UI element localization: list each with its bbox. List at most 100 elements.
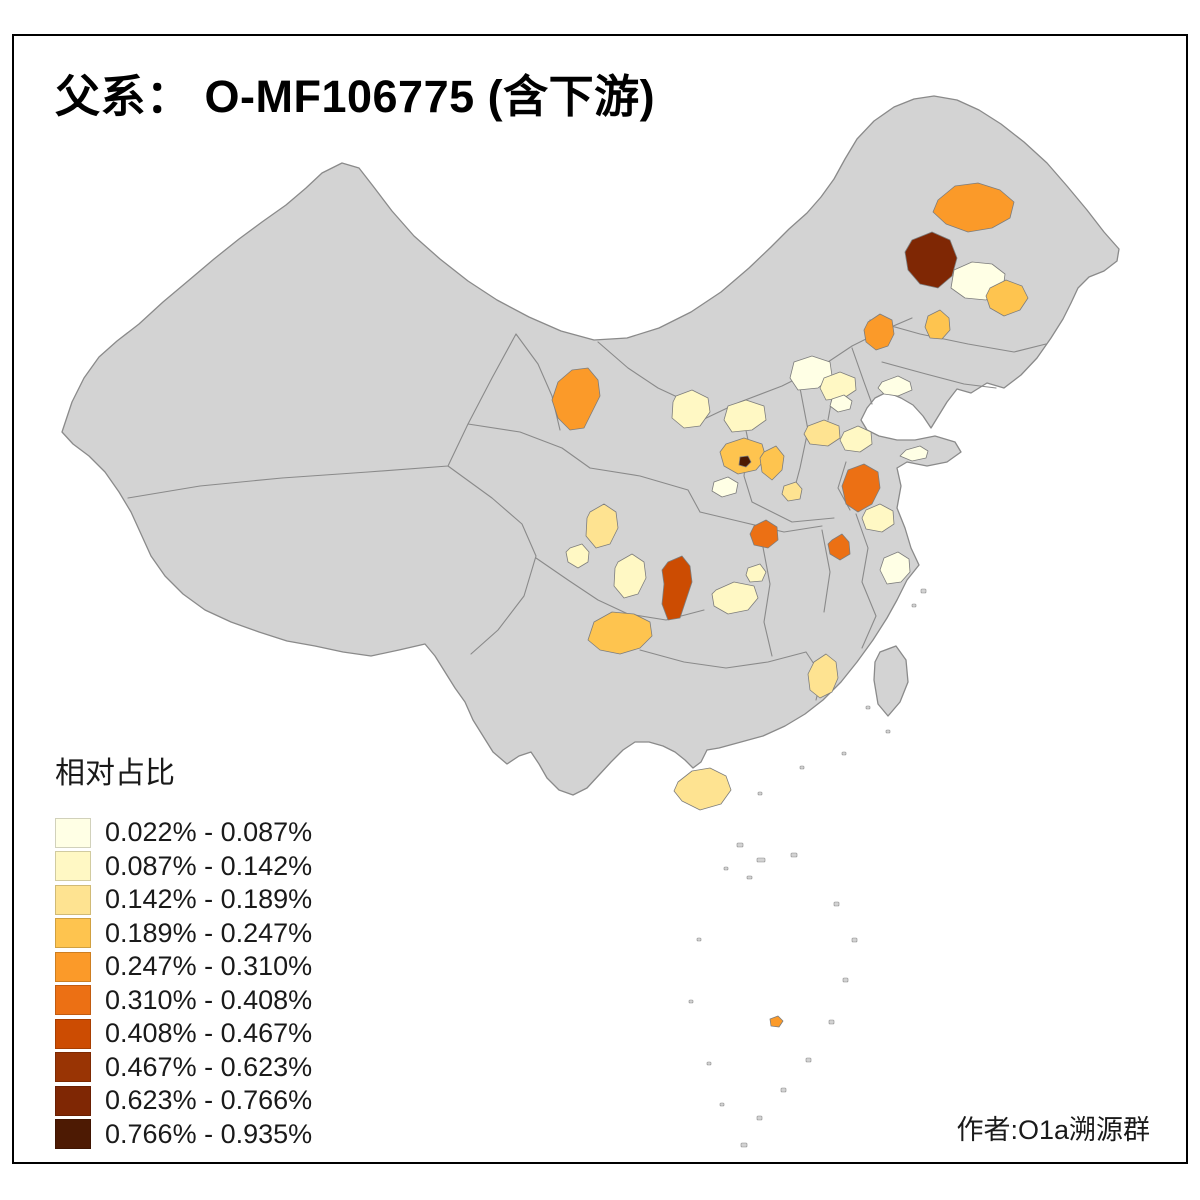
legend-range-label: 0.022% - 0.087% [105, 817, 313, 848]
map-region [711, 581, 759, 615]
legend-item: 0.189% - 0.247% [55, 917, 312, 951]
map-region [551, 367, 601, 431]
legend-items: 0.022% - 0.087% 0.087% - 0.142% 0.142% - 0… [55, 816, 312, 1151]
small-island [865, 705, 871, 710]
map-region [863, 313, 895, 351]
small-island [920, 588, 927, 594]
map-region [899, 445, 929, 462]
legend-item: 0.142% - 0.189% [55, 883, 312, 917]
small-island [723, 866, 729, 871]
legend: 相对占比 0.022% - 0.087% 0.087% - 0.142% 0.142… [55, 748, 312, 1151]
china-mainland [61, 95, 1120, 796]
map-region [759, 445, 785, 481]
map-region [819, 371, 857, 401]
legend-range-label: 0.408% - 0.467% [105, 1018, 313, 1049]
map-region [781, 481, 803, 502]
legend-item: 0.022% - 0.087% [55, 816, 312, 850]
legend-range-label: 0.766% - 0.935% [105, 1118, 313, 1149]
legend-item: 0.247% - 0.310% [55, 950, 312, 984]
legend-range-label: 0.247% - 0.310% [105, 951, 313, 982]
small-island [805, 1057, 812, 1063]
map-region [613, 553, 647, 599]
legend-swatch [55, 1052, 91, 1083]
legend-swatch [55, 884, 91, 915]
map-region [985, 279, 1029, 317]
map-region [711, 476, 739, 498]
map-region [841, 463, 881, 513]
small-island [841, 751, 847, 756]
legend-range-label: 0.142% - 0.189% [105, 884, 313, 915]
map-region [745, 563, 767, 583]
legend-swatch [55, 918, 91, 949]
legend-swatch [55, 1085, 91, 1116]
legend-swatch [55, 951, 91, 982]
map-region [839, 425, 873, 453]
small-island [688, 999, 694, 1004]
map-region [749, 519, 779, 549]
small-island [696, 937, 702, 942]
map-region [827, 533, 851, 561]
legend-item: 0.766% - 0.935% [55, 1118, 312, 1152]
map-region [829, 394, 853, 413]
map-region [807, 653, 839, 699]
map-region [723, 399, 767, 433]
map-region [932, 182, 1015, 233]
province-boundaries [127, 317, 1047, 701]
small-island [736, 842, 744, 848]
small-island [757, 791, 763, 796]
small-island [790, 852, 798, 858]
map-region [877, 375, 913, 397]
legend-range-label: 0.623% - 0.766% [105, 1085, 313, 1116]
small-island [756, 1115, 763, 1121]
map-region [924, 309, 951, 340]
page-title: 父系： O-MF106775 (含下游) [55, 71, 656, 122]
legend-swatch [55, 985, 91, 1016]
small-island [911, 603, 917, 608]
map-region [585, 503, 619, 549]
legend-swatch [55, 1018, 91, 1049]
small-island [828, 1019, 835, 1025]
legend-item: 0.408% - 0.467% [55, 1017, 312, 1051]
legend-swatch [55, 851, 91, 882]
legend-item: 0.310% - 0.408% [55, 984, 312, 1018]
small-island [719, 1102, 725, 1107]
colored-regions [551, 182, 1029, 1028]
legend-item: 0.467% - 0.623% [55, 1051, 312, 1085]
taiwan-island [873, 645, 909, 717]
map-region [769, 1015, 784, 1028]
small-island [799, 765, 805, 770]
legend-range-label: 0.189% - 0.247% [105, 917, 313, 948]
map-region [738, 455, 752, 468]
map-region [671, 389, 711, 429]
legend-swatch [55, 817, 91, 848]
map-region [879, 551, 911, 585]
small-island [885, 729, 891, 734]
map-region [904, 231, 958, 289]
hainan-island-region [673, 767, 732, 811]
map-region [719, 437, 767, 475]
small-island [706, 1061, 712, 1066]
small-island [833, 901, 840, 907]
legend-range-label: 0.467% - 0.623% [105, 1051, 313, 1082]
legend-range-label: 0.087% - 0.142% [105, 850, 313, 881]
small-island [851, 937, 858, 943]
legend-swatch [55, 1119, 91, 1150]
small-island [746, 875, 753, 880]
map-region [565, 543, 590, 569]
map-region [803, 419, 841, 447]
small-island [740, 1142, 748, 1148]
map-region [661, 555, 693, 621]
legend-item: 0.087% - 0.142% [55, 850, 312, 884]
attribution: 作者:O1a溯源群 [956, 1115, 1150, 1145]
small-island [780, 1087, 787, 1093]
sea-islands [688, 588, 927, 1148]
map-region [587, 611, 653, 655]
legend-title: 相对占比 [55, 757, 175, 790]
legend-range-label: 0.310% - 0.408% [105, 984, 313, 1015]
legend-item: 0.623% - 0.766% [55, 1084, 312, 1118]
map-region [861, 503, 895, 533]
small-island [756, 857, 766, 863]
small-island [842, 977, 849, 983]
